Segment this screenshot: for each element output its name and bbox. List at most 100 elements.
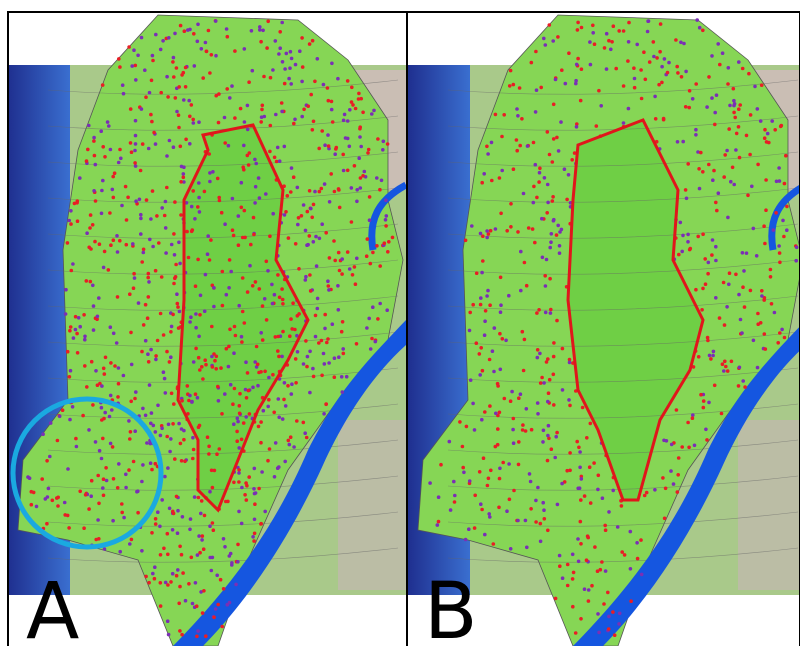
dot — [555, 319, 559, 323]
dot — [723, 323, 727, 327]
dot — [499, 276, 503, 280]
dot — [237, 480, 241, 484]
dot — [202, 589, 206, 593]
dot — [480, 271, 484, 275]
dot — [168, 360, 172, 364]
dot — [546, 529, 550, 533]
dot — [353, 164, 357, 168]
dot — [203, 514, 207, 518]
dot — [208, 71, 212, 75]
dot — [391, 236, 395, 240]
dot — [515, 149, 519, 153]
dot — [204, 273, 208, 277]
dot — [552, 355, 556, 359]
dot — [480, 508, 484, 512]
dot — [490, 141, 494, 145]
dot — [176, 302, 180, 306]
dot — [68, 418, 72, 422]
dot — [58, 415, 62, 419]
dot — [536, 356, 540, 360]
dot — [304, 229, 308, 233]
dot — [711, 178, 715, 182]
dot — [141, 142, 145, 146]
dot — [600, 560, 604, 564]
dot — [217, 196, 221, 200]
dot — [166, 532, 170, 536]
dot — [304, 275, 308, 279]
dot — [591, 31, 595, 35]
dot — [56, 504, 60, 508]
dot — [236, 416, 240, 420]
dot — [386, 142, 390, 146]
dot — [165, 186, 169, 190]
dot — [148, 383, 152, 387]
dot — [159, 604, 163, 608]
dot — [290, 392, 294, 396]
dot — [64, 288, 68, 292]
dot — [567, 173, 571, 177]
dot — [579, 498, 583, 502]
dot — [266, 459, 270, 463]
dot — [215, 355, 219, 359]
dot — [759, 119, 763, 123]
dot — [776, 341, 780, 345]
dot — [216, 177, 220, 181]
dot — [491, 349, 495, 353]
dot — [229, 383, 233, 387]
dot — [244, 360, 248, 364]
dot — [100, 384, 104, 388]
dot — [691, 413, 695, 417]
dot — [289, 82, 293, 86]
dot — [257, 425, 261, 429]
dot — [180, 73, 184, 77]
dot — [236, 543, 240, 547]
dot — [781, 219, 785, 223]
dot — [741, 379, 745, 383]
dot — [308, 391, 312, 395]
dot — [189, 315, 193, 319]
dot — [217, 399, 221, 403]
dot — [297, 216, 301, 220]
dot — [274, 441, 278, 445]
dot — [256, 384, 260, 388]
dot — [190, 400, 194, 404]
dot — [479, 346, 483, 350]
dot — [538, 171, 542, 175]
dot — [585, 558, 589, 562]
dot — [542, 381, 546, 385]
dot — [652, 55, 656, 59]
dot — [283, 82, 287, 86]
dot — [372, 109, 376, 113]
dot — [134, 390, 138, 394]
dot — [127, 45, 131, 49]
dot — [153, 565, 157, 569]
dot — [680, 250, 684, 254]
dot — [197, 181, 201, 185]
dot — [174, 275, 178, 279]
dot — [94, 369, 98, 373]
dot — [133, 276, 137, 280]
dot — [479, 296, 483, 300]
dot — [346, 137, 350, 141]
dot — [516, 114, 520, 118]
dot — [323, 313, 327, 317]
dot — [271, 212, 275, 216]
dot — [172, 75, 176, 79]
dot — [557, 149, 561, 153]
dot — [552, 218, 556, 222]
dot — [300, 36, 304, 40]
dot — [492, 370, 496, 374]
dot — [327, 361, 331, 365]
dot — [640, 97, 644, 101]
dot — [288, 443, 292, 447]
dot — [102, 477, 106, 481]
dot — [93, 154, 97, 158]
dot — [684, 188, 688, 192]
dot — [585, 436, 589, 440]
dot — [313, 190, 317, 194]
dot — [597, 89, 601, 93]
dot — [726, 82, 730, 86]
dot — [684, 105, 688, 109]
dot — [320, 129, 324, 133]
dot — [268, 447, 272, 451]
